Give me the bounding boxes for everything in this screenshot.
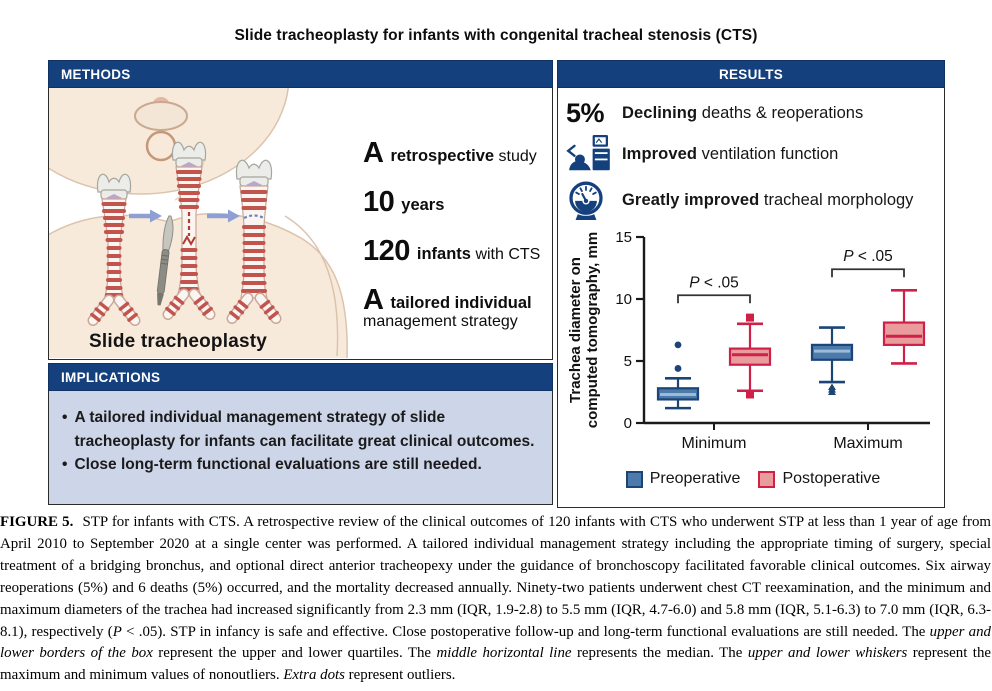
box-maximum-preoperative: [810, 326, 854, 395]
box-maximum-postoperative: [882, 289, 926, 365]
p-value-label: P < .05: [689, 274, 739, 291]
methods-panel: METHODS: [48, 60, 553, 508]
box-minimum-preoperative: [656, 341, 700, 410]
bullet-item: • A tailored individual management strate…: [62, 406, 542, 453]
legend-swatch: [758, 470, 776, 488]
legend-item: Preoperative: [625, 470, 741, 488]
box-minimum-postoperative: [728, 313, 772, 399]
bullet-dot: •: [62, 409, 68, 426]
arrow-right-icon: [207, 209, 240, 223]
bullet-item: • Close long-term functional evaluations …: [62, 453, 542, 477]
bullet-dot: •: [62, 456, 68, 474]
gauge-icon: [569, 181, 603, 220]
result-item: Improved ventilation function: [566, 135, 940, 173]
figure-title: Slide tracheoplasty for infants with con…: [234, 27, 758, 44]
result-item: 5% Declining deaths & reoperations: [566, 98, 864, 128]
figure-caption: FIGURE 5. STP for infants with CTS. A re…: [0, 514, 992, 684]
outlier-square: [746, 313, 754, 322]
y-axis-label: computed tomography, mm: [584, 232, 601, 428]
x-category-label: Maximum: [833, 435, 902, 452]
legend-label: Preoperative: [649, 470, 741, 487]
outlier-dot: [674, 341, 682, 349]
y-tick-label: 5: [624, 353, 632, 370]
caption-figure-label: FIGURE 5.: [0, 514, 74, 530]
chart-legend: Preoperative Postoperative: [566, 470, 940, 488]
p-value-label: P < .05: [843, 248, 893, 265]
outlier-square: [746, 390, 754, 399]
y-axis-label: Trachea diameter on: [567, 257, 584, 403]
trachea-incised: [162, 141, 216, 320]
result-item: Greatly improved tracheal morphology: [566, 179, 940, 221]
results-header: RESULTS: [557, 60, 945, 88]
methods-header: METHODS: [48, 60, 553, 88]
stat-item: 10 years: [363, 186, 445, 218]
panels: METHODS: [48, 60, 945, 508]
illustration-label: Slide tracheoplasty: [89, 331, 268, 352]
results-panel: RESULTS 5% Declining deaths & reoperatio…: [557, 60, 945, 508]
legend-item: Postoperative: [758, 470, 880, 488]
legend-label: Postoperative: [782, 470, 881, 487]
outlier-triangle: [828, 388, 836, 395]
outlier-dot: [674, 365, 682, 372]
significance-bracket: [831, 268, 905, 278]
implications-header: IMPLICATIONS: [48, 363, 553, 391]
results-body: 5% Declining deaths & reoperations: [557, 88, 945, 508]
boxplot-chart: 0 5 10 15 Minimum Maximum Trachea diameter on c…: [567, 229, 930, 452]
x-category-label: Minimum: [682, 435, 747, 452]
implications-body: • A tailored individual management strate…: [48, 391, 553, 505]
y-tick-label: 0: [624, 415, 632, 432]
y-tick-label: 10: [615, 291, 632, 308]
y-tick-label: 15: [615, 229, 632, 246]
percentage-stat: 5%: [566, 98, 605, 128]
arrow-right-icon: [129, 209, 162, 223]
slide-tracheoplasty-illustration: [49, 88, 348, 358]
legend-swatch: [625, 470, 643, 488]
ventilator-icon: [566, 135, 610, 171]
significance-bracket: [677, 294, 751, 304]
trachea-stenotic: [87, 173, 141, 326]
stat-item: 120 infants with CTS: [363, 235, 541, 267]
trachea-repaired: [226, 159, 282, 324]
scalpel-icon: [156, 215, 174, 306]
